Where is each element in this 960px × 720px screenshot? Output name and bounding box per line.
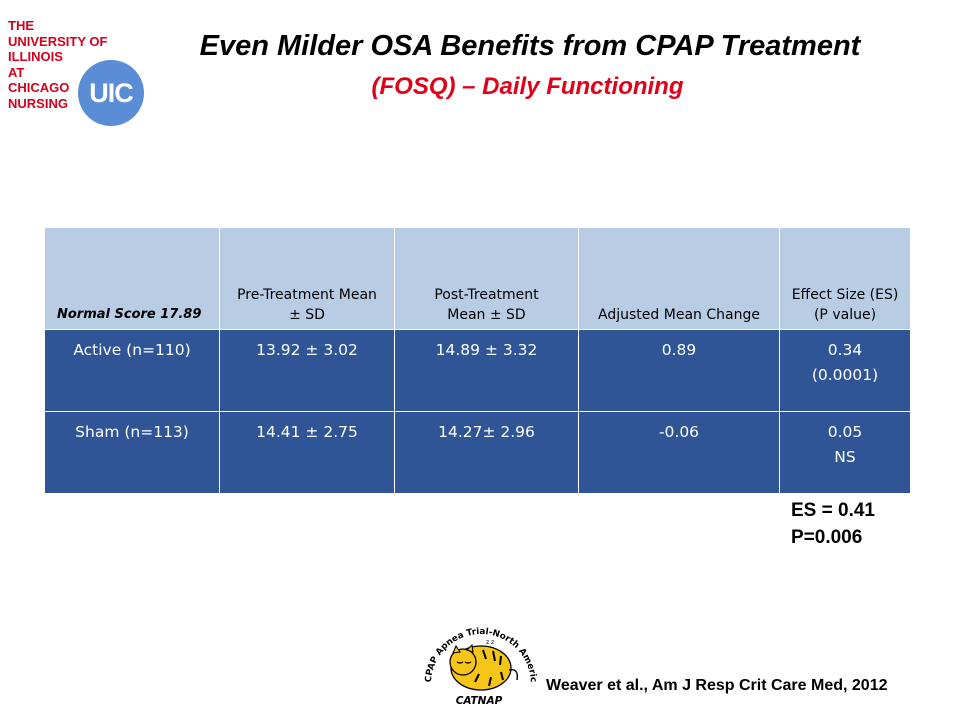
cell-text: -0.06 — [658, 423, 700, 441]
post-treatment-cell: 14.89 ± 3.32 — [394, 329, 579, 412]
header-text: Effect Size (ES) — [791, 287, 899, 303]
p-value-stat: P=0.006 — [791, 527, 863, 548]
catnap-logo: CPAP Apnea Trial-North American Program … — [413, 604, 538, 707]
header-effect-size: Effect Size (ES) (P value) — [779, 227, 911, 330]
cell-text: NS — [834, 448, 856, 466]
header-text: (P value) — [813, 307, 877, 323]
overall-effect-stats: ES = 0.41 P=0.006 — [791, 497, 875, 551]
cell-text: 13.92 ± 3.02 — [256, 341, 358, 359]
university-logo-wordmark: THE UNIVERSITY OF ILLINOIS AT CHICAGO NU… — [8, 18, 107, 112]
cell-text: 0.89 — [661, 341, 697, 359]
cell-text: 0.34 — [827, 341, 863, 359]
effect-size-stat: ES = 0.41 — [791, 500, 875, 521]
table-row: Active (n=110) 13.92 ± 3.02 14.89 ± 3.32… — [44, 329, 911, 412]
pre-treatment-cell: 14.41 ± 2.75 — [219, 411, 395, 494]
table-row: Sham (n=113) 14.41 ± 2.75 14.27± 2.96 -0… — [44, 411, 911, 494]
header-text: Pre-Treatment Mean — [237, 287, 377, 303]
post-treatment-cell: 14.27± 2.96 — [394, 411, 579, 494]
logo-line: UNIVERSITY OF — [8, 33, 108, 49]
sleeping-tiger-icon: z z — [449, 639, 519, 691]
university-logo: THE UNIVERSITY OF ILLINOIS AT CHICAGO NU… — [8, 18, 144, 126]
header-text: Normal Score 17.89 — [57, 307, 202, 322]
logo-line: CHICAGO — [8, 80, 70, 96]
header-text: Adjusted Mean Change — [598, 307, 760, 323]
citation: Weaver et al., Am J Resp Crit Care Med, … — [546, 677, 888, 694]
header-normal-score: Normal Score 17.89 — [44, 227, 220, 330]
adjusted-change-cell: 0.89 — [578, 329, 780, 412]
svg-text:z z: z z — [486, 639, 494, 646]
logo-line: NURSING — [8, 95, 68, 111]
header-adjusted-mean-change: Adjusted Mean Change — [578, 227, 780, 330]
catnap-name: CATNAP — [456, 695, 503, 707]
header-text: Post-Treatment — [434, 287, 539, 303]
slide-title: Even Milder OSA Benefits from CPAP Treat… — [199, 30, 861, 62]
cell-text: Active (n=110) — [73, 341, 191, 359]
header-post-treatment: Post-Treatment Mean ± SD — [394, 227, 579, 330]
cell-text: 0.05 — [827, 423, 863, 441]
cell-text: Sham (n=113) — [75, 423, 189, 441]
logo-line: ILLINOIS — [8, 49, 63, 65]
effect-size-cell: 0.05 NS — [779, 411, 911, 494]
pre-treatment-cell: 13.92 ± 3.02 — [219, 329, 395, 412]
cell-text: (0.0001) — [811, 366, 879, 384]
results-table: Normal Score 17.89 Pre-Treatment Mean ± … — [44, 227, 911, 494]
cell-text: 14.27± 2.96 — [438, 423, 535, 441]
table-header-row: Normal Score 17.89 Pre-Treatment Mean ± … — [44, 227, 911, 330]
logo-line: THE — [8, 18, 34, 33]
header-text: ± SD — [289, 307, 325, 323]
adjusted-change-cell: -0.06 — [578, 411, 780, 494]
cell-text: 14.41 ± 2.75 — [256, 423, 358, 441]
slide-subtitle: (FOSQ) – Daily Functioning — [371, 73, 684, 100]
row-label: Sham (n=113) — [44, 411, 220, 494]
header-text: Mean ± SD — [447, 307, 526, 323]
row-label: Active (n=110) — [44, 329, 220, 412]
header-pre-treatment: Pre-Treatment Mean ± SD — [219, 227, 395, 330]
uic-badge: UIC — [78, 60, 144, 126]
cell-text: 14.89 ± 3.32 — [435, 341, 538, 359]
logo-line: AT — [8, 64, 25, 80]
effect-size-cell: 0.34 (0.0001) — [779, 329, 911, 412]
